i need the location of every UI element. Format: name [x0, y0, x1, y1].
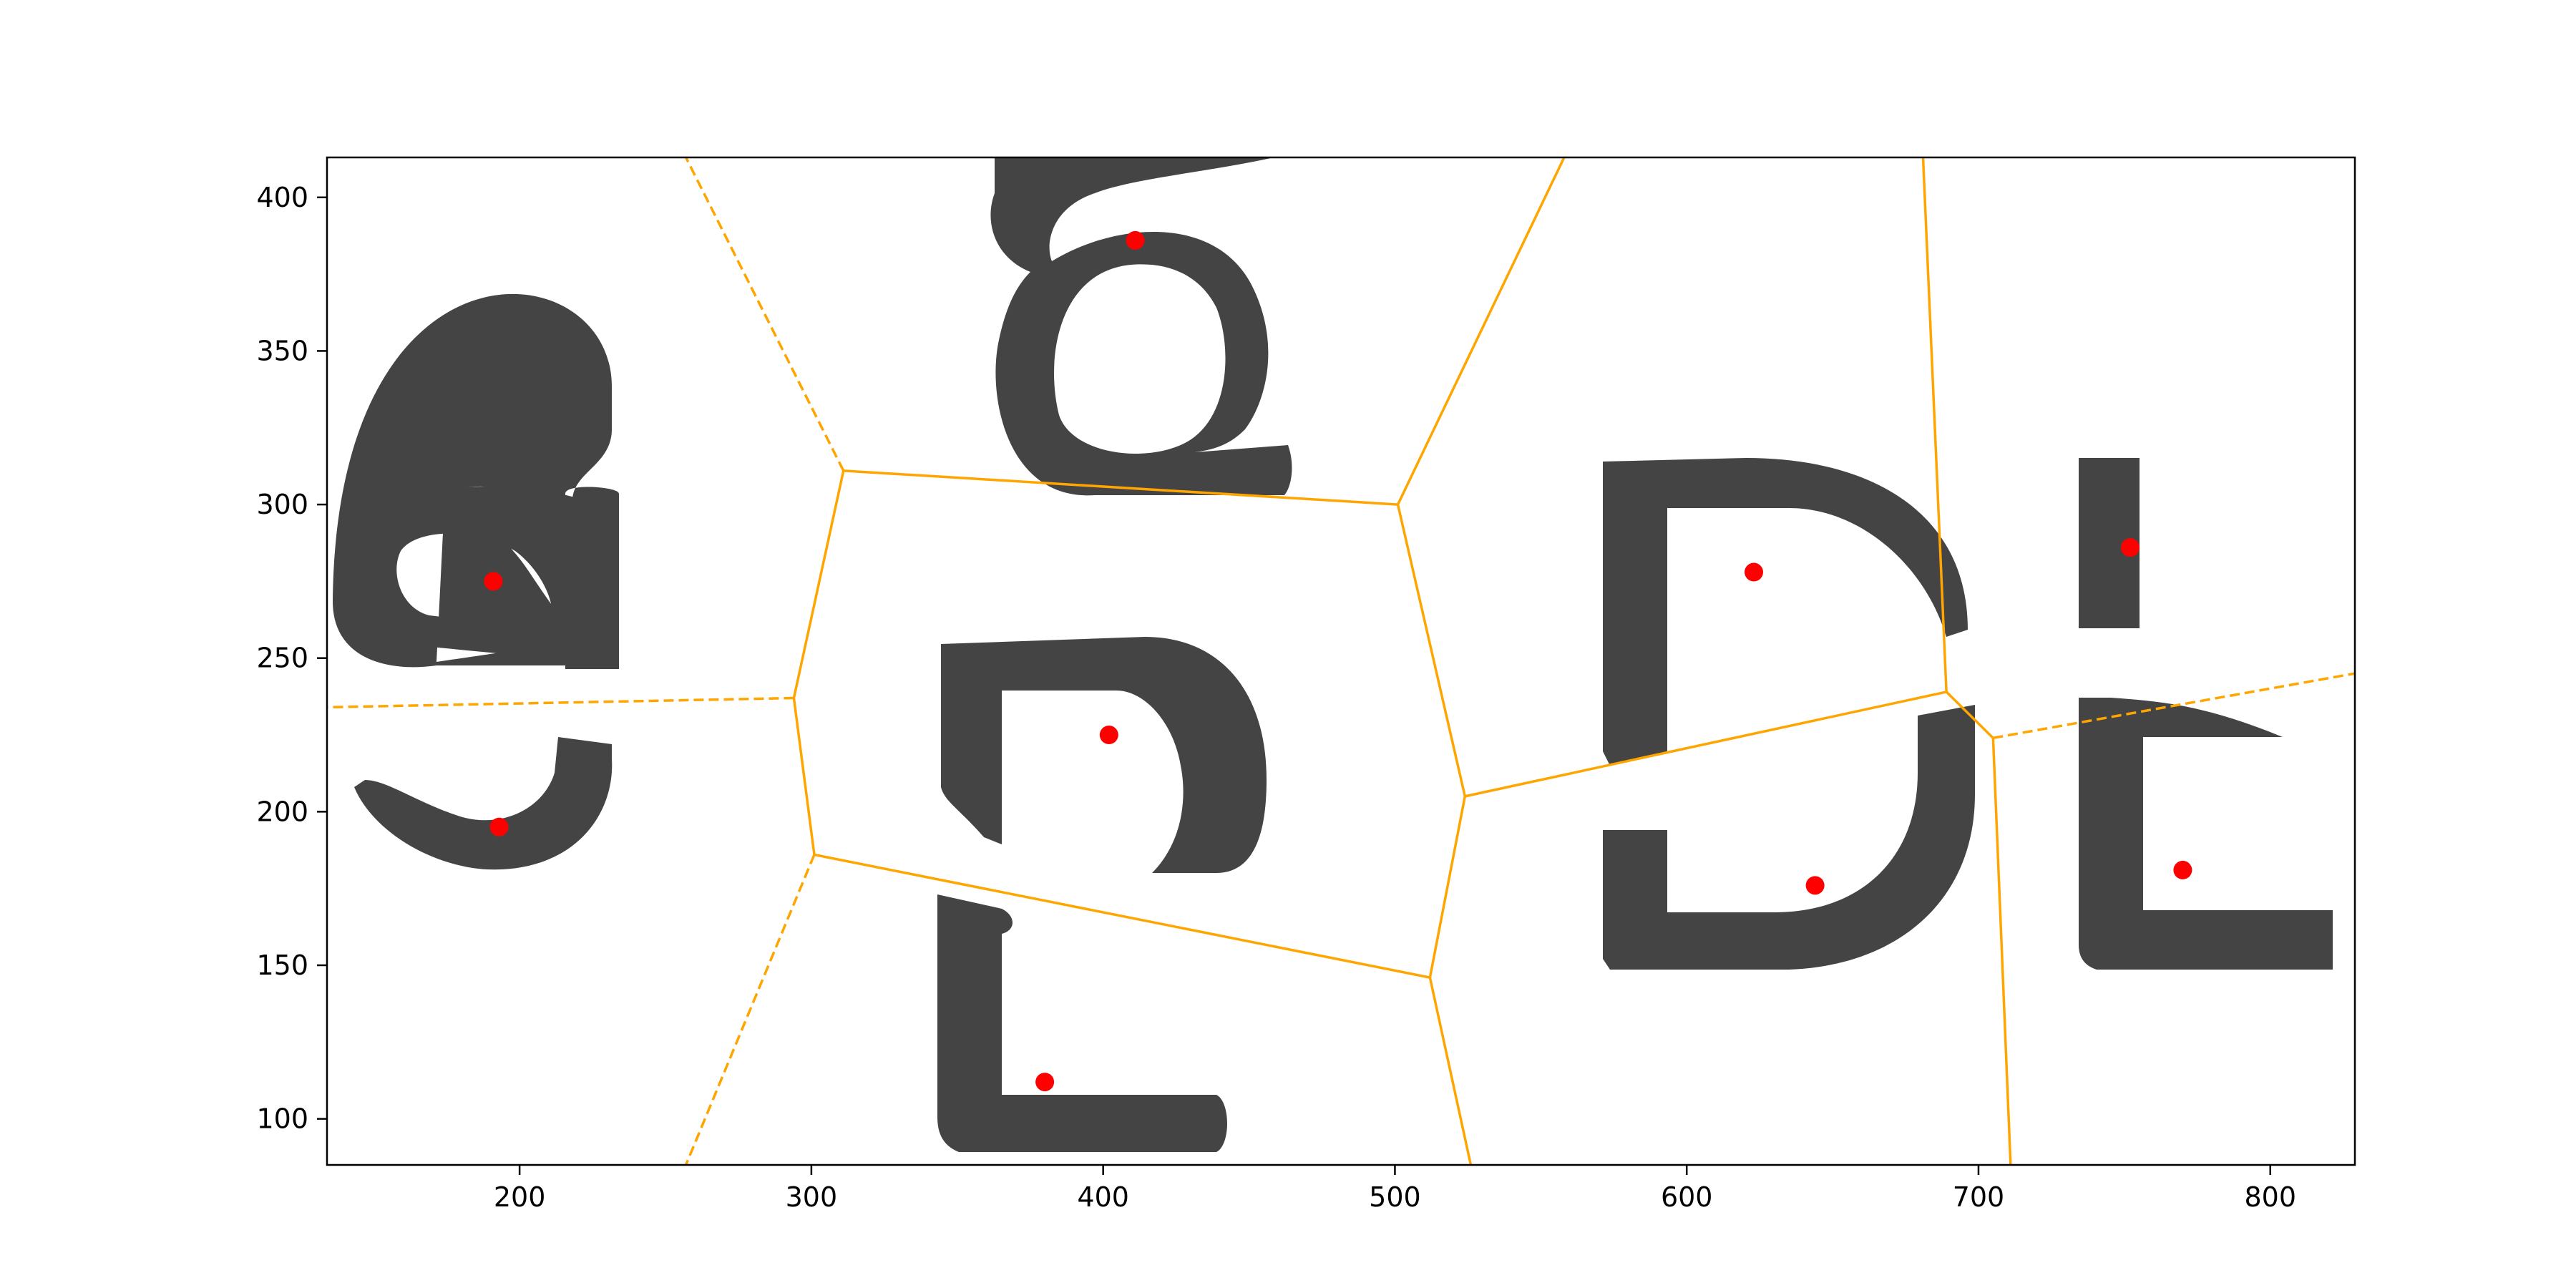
background-glyph-image: [333, 157, 2333, 1152]
data-point: [2121, 538, 2140, 557]
y-axis: 100 150 200 250 300 350 400: [256, 182, 327, 1135]
y-tick-label: 400: [256, 182, 308, 213]
y-tick-label: 100: [256, 1103, 308, 1135]
voronoi-edge: [1945, 691, 1994, 739]
x-tick-label: 200: [494, 1181, 546, 1213]
glyph-shape: [941, 637, 1267, 873]
glyph-shape: [1603, 458, 1968, 766]
data-point: [1744, 562, 1763, 582]
x-tick-label: 500: [1369, 1181, 1421, 1213]
voronoi-edge: [792, 698, 816, 855]
y-tick-label: 350: [256, 335, 308, 366]
voronoi-edge: [1396, 504, 1467, 797]
voronoi-ridge: [1991, 738, 2012, 1165]
x-tick-label: 300: [786, 1181, 838, 1213]
data-point: [484, 572, 503, 591]
glyph-shape: [2079, 698, 2333, 970]
glyph-shape: [937, 894, 1227, 1152]
plot-frame: [326, 156, 2356, 1166]
voronoi-edge: [792, 470, 845, 698]
data-point: [1099, 726, 1118, 745]
voronoi-ridge: [1428, 977, 1473, 1165]
voronoi-edge: [1428, 796, 1467, 978]
voronoi-edge: [814, 853, 1430, 979]
data-point: [1126, 230, 1145, 250]
voronoi-points: [484, 230, 2192, 1092]
voronoi-ridge: [684, 157, 845, 472]
glyph-shape: [333, 293, 619, 669]
voronoi-ridge: [327, 696, 794, 709]
data-point: [489, 817, 509, 836]
x-tick-label: 700: [1953, 1181, 2005, 1213]
y-tick-label: 300: [256, 489, 308, 520]
x-tick-label: 400: [1077, 1181, 1129, 1213]
y-tick-label: 200: [256, 796, 308, 827]
y-tick-label: 250: [256, 643, 308, 674]
x-axis: 200 300 400 500 600 700 800: [494, 1165, 2296, 1213]
data-point: [1035, 1073, 1055, 1092]
voronoi-ridge: [1396, 157, 1566, 505]
voronoi-ridge: [684, 854, 816, 1165]
glyph-shape: [354, 737, 613, 870]
data-point: [1805, 876, 1825, 895]
data-point: [2173, 860, 2192, 879]
x-tick-label: 800: [2244, 1181, 2296, 1213]
voronoi-edges: [327, 157, 2355, 1165]
glyph-shape: [990, 157, 1292, 496]
glyph-shape: [2079, 458, 2140, 628]
y-tick-label: 150: [256, 950, 308, 981]
glyph-shape: [1603, 705, 1975, 970]
voronoi-edge: [1464, 691, 1947, 798]
voronoi-ridge: [1921, 157, 1948, 693]
glyph-shape: [343, 487, 587, 662]
voronoi-edge: [843, 469, 1398, 506]
voronoi-ridge: [1993, 672, 2355, 740]
x-tick-label: 600: [1661, 1181, 1713, 1213]
